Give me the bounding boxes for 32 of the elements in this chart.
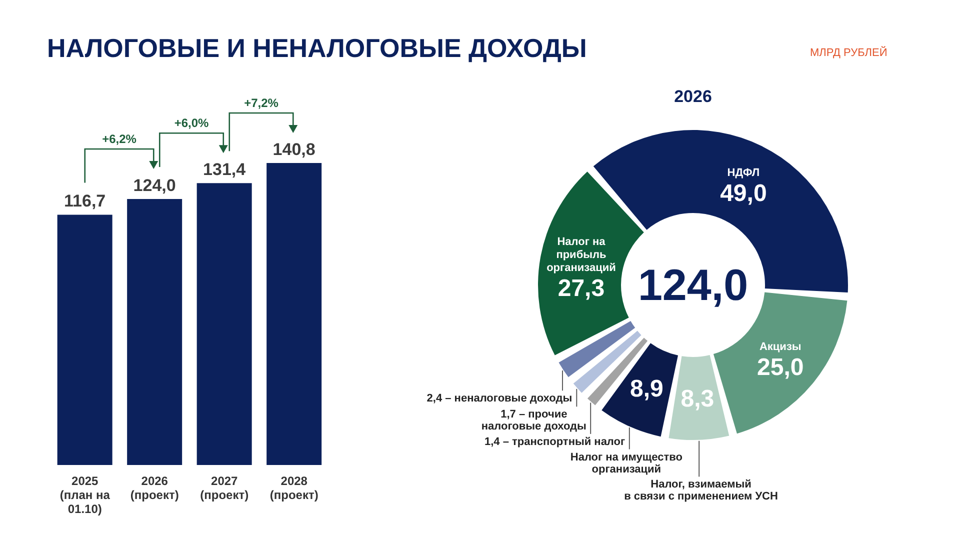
slice-label: Налог на прибыль организаций [546, 236, 616, 274]
chart-subtitle: МЛРД РУБЛЕЙ [810, 47, 888, 59]
x-tick-label: 2026 (проект) [130, 474, 179, 502]
data-label: 27,3 [558, 274, 605, 302]
text: +6,2% [102, 132, 137, 146]
chart-title: НАЛОГОВЫЕ И НЕНАЛОГОВЫЕ ДОХОДЫ [47, 33, 587, 64]
slice-label: Акцизы [759, 340, 802, 353]
x-tick-label: 2025 (план на 01.10) [60, 474, 110, 516]
x-tick-label: 2028 (проект) [270, 474, 318, 502]
bar [266, 163, 322, 465]
text: +6,0% [174, 116, 210, 130]
text: 124,0 [638, 261, 748, 310]
data-label: 116,7 [64, 192, 106, 211]
data-label: 124,0 [133, 176, 176, 196]
slice-label: Налог на имущество организаций [570, 451, 683, 476]
text: +7,2% [244, 96, 279, 110]
bar [196, 183, 252, 465]
slice-label: Налог, взимаемый в связи с применением УСН [624, 478, 778, 503]
slice-label: 1,7 – прочие налоговые доходы [481, 408, 586, 433]
x-tick-label: 2027 (проект) [200, 474, 249, 502]
data-label: 131,4 [203, 160, 246, 180]
data-label: 8,9 [630, 376, 664, 403]
data-label: 49,0 [720, 180, 767, 207]
slice-label: НДФЛ [727, 166, 760, 179]
data-label: 8,3 [680, 385, 714, 412]
data-label: 140,8 [272, 140, 316, 159]
chart-title: 2026 [674, 87, 712, 106]
data-label: 25,0 [757, 354, 804, 381]
slice-label: 1,4 – транспортный налог [484, 436, 626, 448]
bar [57, 214, 112, 465]
bar [127, 199, 182, 465]
slice-label: 2,4 – неналоговые доходы [426, 392, 572, 405]
